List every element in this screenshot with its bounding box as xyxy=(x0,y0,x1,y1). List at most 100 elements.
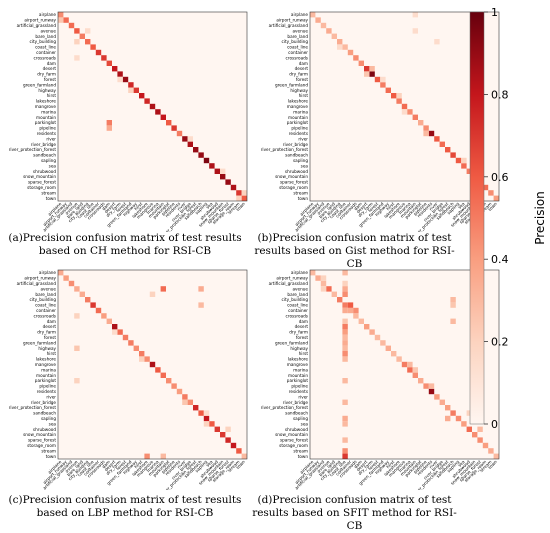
y-tick-label: artificial_grassland xyxy=(269,23,309,28)
matrix-cell xyxy=(401,361,408,368)
y-tick-label: river xyxy=(298,394,308,399)
matrix-cell xyxy=(342,415,348,422)
matrix-cell xyxy=(326,286,332,292)
matrix-cell xyxy=(160,114,166,120)
y-tick-label: green_farmland xyxy=(23,340,56,345)
matrix-cell xyxy=(369,66,375,72)
y-tick-label: hirst xyxy=(47,93,57,98)
matrix-cell xyxy=(182,136,188,142)
y-tick-label: snow_mountain xyxy=(23,432,56,437)
y-tick-label: snow_mountain xyxy=(23,174,56,179)
y-tick-label: lakeshore xyxy=(36,357,57,362)
matrix-cell xyxy=(95,307,102,314)
y-tick-label: bare_land xyxy=(287,292,308,297)
matrix-cell xyxy=(337,297,343,303)
y-tick-label: crossroads xyxy=(286,313,308,318)
matrix-cell xyxy=(74,28,80,34)
y-tick-label: pipeline xyxy=(39,126,56,131)
y-tick-label: hirst xyxy=(299,93,309,98)
y-tick-label: green_farmland xyxy=(23,82,56,87)
y-tick-label: river_protection_forest xyxy=(9,147,57,152)
matrix-cell xyxy=(106,125,112,131)
y-tick-label: river_protection_forest xyxy=(261,147,309,152)
matrix-cell xyxy=(209,421,215,427)
y-tick-label: city_building xyxy=(30,297,57,302)
y-tick-label: residents xyxy=(289,389,308,394)
matrix-cell xyxy=(450,318,456,324)
y-tick-label: container xyxy=(288,308,308,313)
y-tick-label: artificial_grassland xyxy=(17,23,57,28)
matrix-cell xyxy=(342,453,348,459)
y-tick-label: forest xyxy=(296,335,308,340)
matrix-cell xyxy=(342,280,348,287)
x-tick-label: hirst xyxy=(133,201,143,211)
y-tick-label: dam xyxy=(299,319,308,324)
y-tick-label: stream xyxy=(41,190,56,195)
matrix-cell xyxy=(450,152,456,158)
colorbar: 0 0.2 0.4 0.6 0.8 1 Precision xyxy=(469,6,547,431)
matrix-cell xyxy=(434,39,440,45)
matrix-cell xyxy=(342,421,348,427)
y-tick-label: river_bridge xyxy=(283,400,309,405)
matrix-cell xyxy=(374,76,381,83)
matrix-cell xyxy=(182,394,188,400)
matrix-cell xyxy=(63,275,69,281)
matrix-cell xyxy=(320,286,327,292)
y-tick-label: pipeline xyxy=(291,384,308,389)
matrix-cell xyxy=(85,39,91,45)
matrix-cell xyxy=(342,351,348,357)
y-tick-label: highway xyxy=(38,346,56,351)
y-tick-label: river_bridge xyxy=(31,142,57,147)
matrix-cell xyxy=(364,324,370,330)
y-tick-label: dry_farm xyxy=(37,72,56,77)
y-tick-label: stream xyxy=(293,448,308,453)
colorbar-tick-label: 1 xyxy=(491,6,498,19)
matrix-cell xyxy=(176,388,183,395)
matrix-cell xyxy=(220,432,226,438)
matrix-cell xyxy=(428,130,435,137)
matrix-cell xyxy=(198,152,204,158)
matrix-cell xyxy=(337,39,343,45)
y-tick-label: highway xyxy=(38,88,56,93)
confusion-matrix-sfit: airplaneairplaneairport_runwayairport_ru… xyxy=(261,269,500,490)
matrix-cell xyxy=(342,318,348,324)
matrix-cell xyxy=(466,410,472,416)
confusion-matrix-ch: airplaneairplaneairport_runwayairport_ru… xyxy=(9,11,248,232)
matrix-cell xyxy=(412,12,418,18)
y-tick-label: airport_runway xyxy=(276,18,308,23)
y-tick-label: stream xyxy=(293,190,308,195)
matrix-cell xyxy=(182,399,188,405)
y-tick-label: avenue xyxy=(40,28,56,33)
x-tick-label: river xyxy=(428,201,439,212)
matrix-cell xyxy=(342,399,348,405)
matrix-cell xyxy=(342,291,348,297)
matrix-cell xyxy=(68,280,75,287)
caption-ch: (a)Precision confusion matrix of test re… xyxy=(8,232,242,257)
y-tick-label: green_farmland xyxy=(275,340,308,345)
y-tick-label: desert xyxy=(43,324,57,329)
matrix-cell xyxy=(144,98,150,104)
y-tick-label: parkinglot xyxy=(35,120,57,125)
x-tick-label: sea xyxy=(205,201,214,210)
x-tick-label: sea xyxy=(457,459,466,468)
matrix-cell xyxy=(203,157,210,164)
y-tick-label: coast_line xyxy=(287,45,308,50)
y-tick-label: desert xyxy=(295,324,309,329)
y-tick-label: dam xyxy=(47,319,56,324)
matrix-frame xyxy=(309,11,500,202)
matrix-cell xyxy=(342,334,348,341)
matrix-cell xyxy=(488,190,494,196)
matrix-cell xyxy=(477,426,483,432)
x-tick-label: dam xyxy=(101,459,111,469)
matrix-cell xyxy=(445,147,451,153)
y-tick-label: city_building xyxy=(282,39,309,44)
y-tick-label: town xyxy=(46,196,57,201)
y-tick-label: parkinglot xyxy=(35,378,57,383)
colorbar-gradient xyxy=(469,11,485,425)
matrix-cell xyxy=(225,426,231,432)
matrix-cell xyxy=(493,453,499,459)
matrix-cell xyxy=(450,297,456,303)
matrix-cell xyxy=(320,275,327,281)
matrix-cell xyxy=(160,286,166,292)
matrix-cell xyxy=(241,453,247,459)
